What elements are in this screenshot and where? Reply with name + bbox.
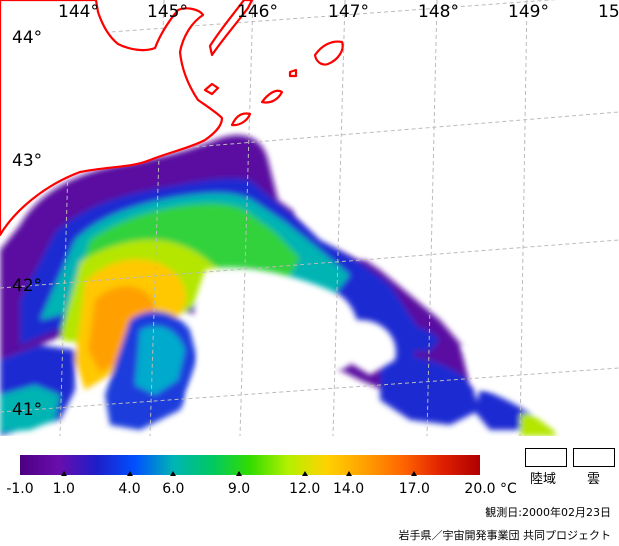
- cloud-areas: [185, 190, 619, 436]
- latitude-label: 43°: [12, 151, 43, 171]
- colorbar-tick-label: 12.0: [289, 481, 321, 497]
- observation-date: 観測日:2000年02月23日: [485, 506, 611, 519]
- longitude-label: 148°: [418, 2, 459, 22]
- colorbar-tick-label: 6.0: [162, 481, 185, 497]
- colorbar-tick-label: 14.0: [332, 481, 365, 497]
- colorbar-tick-marker: [60, 471, 67, 476]
- graticule: [0, 0, 619, 436]
- cloud-key-swatch: [573, 448, 615, 467]
- longitude-label: 15: [598, 2, 619, 22]
- colorbar-tick-marker: [301, 471, 308, 476]
- longitude-label: 145°: [147, 2, 188, 22]
- colorbar-tick-label: 4.0: [118, 481, 141, 497]
- longitude-label: 149°: [508, 2, 549, 22]
- land-key-swatch: [525, 448, 567, 467]
- longitude-label: 146°: [237, 2, 278, 22]
- land-key-label: 陸域: [530, 472, 557, 487]
- temperature-colorbar: [20, 455, 480, 475]
- sst-map: [0, 0, 619, 436]
- latitude-label: 41°: [12, 400, 43, 420]
- colorbar-tick-marker: [345, 471, 352, 476]
- colorbar-tick-marker: [411, 471, 418, 476]
- colorbar-tick-marker: [126, 471, 133, 476]
- colorbar-tick-label: 17.0: [398, 481, 430, 497]
- latitude-label: 42°: [12, 276, 43, 296]
- colorbar-tick-marker: [236, 471, 243, 476]
- colorbar-tick-marker: [170, 471, 177, 476]
- colorbar-tick-label: 20.0: [464, 481, 496, 497]
- coastline: [0, 0, 344, 237]
- cloud-key-label: 雲: [587, 472, 601, 487]
- latitude-label: 44°: [12, 28, 43, 48]
- temperature-unit: °C: [500, 481, 517, 497]
- longitude-label: 147°: [328, 2, 369, 22]
- colorbar-tick-label: -1.0: [6, 481, 34, 497]
- longitude-label: 144°: [58, 2, 99, 22]
- colorbar-tick-label: 1.0: [52, 481, 75, 497]
- colorbar-tick-label: 9.0: [227, 481, 251, 497]
- credit-line: 岩手県／宇宙開発事業団 共同プロジェクト: [398, 529, 612, 542]
